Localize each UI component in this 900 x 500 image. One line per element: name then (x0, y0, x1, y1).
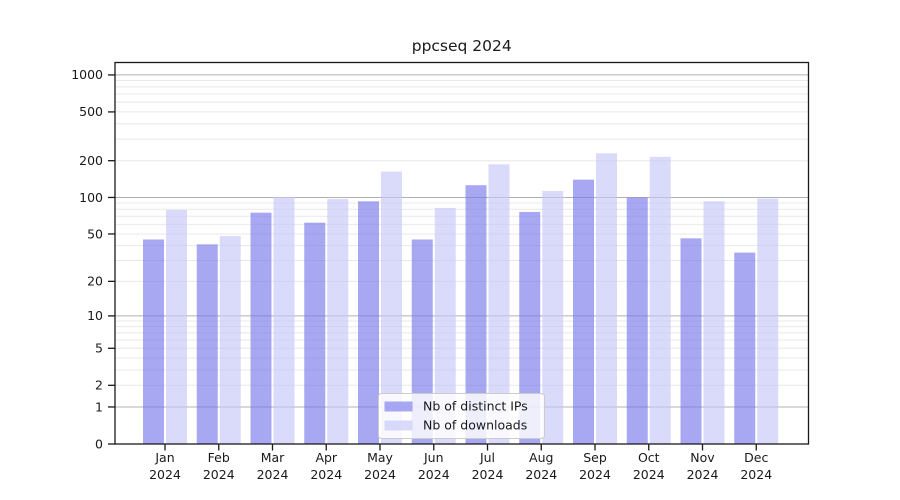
y-tick-label: 10 (87, 308, 103, 323)
x-tick-label-year: 2024 (149, 467, 181, 482)
bar-series (143, 153, 779, 445)
y-tick-label: 2 (95, 378, 103, 393)
x-tick-label-month: Nov (690, 450, 715, 465)
x-tick-label-month: Oct (638, 450, 660, 465)
x-tick-label-year: 2024 (579, 467, 611, 482)
bar-distinct-ips (196, 244, 218, 444)
x-tick-label-month: Sep (583, 450, 607, 465)
plot-border (114, 61, 810, 445)
x-tick-label-year: 2024 (203, 467, 235, 482)
legend-frame (378, 393, 545, 439)
bar-downloads (757, 198, 779, 444)
bar-distinct-ips (143, 239, 164, 444)
legend: Nb of distinct IPs Nb of downloads (378, 393, 545, 439)
y-tick-label: 0 (95, 436, 103, 451)
y-tick-label: 500 (79, 104, 103, 119)
legend-swatch-downloads-icon (384, 420, 413, 431)
y-tick-label: 200 (79, 153, 103, 168)
bar-distinct-ips (573, 179, 594, 444)
x-tick-label-month: Jun (423, 450, 444, 465)
x-tick-label-year: 2024 (418, 467, 450, 482)
legend-label-downloads: Nb of downloads (423, 418, 527, 433)
bar-distinct-ips (734, 252, 756, 444)
bar-distinct-ips (465, 185, 487, 445)
bar-downloads (434, 207, 456, 444)
x-tick-label-year: 2024 (364, 467, 396, 482)
x-tick-label-year: 2024 (687, 467, 719, 482)
x-tick-label-month: May (367, 450, 393, 465)
x-tick-label-month: Dec (744, 450, 768, 465)
legend-label-distinct-ips: Nb of distinct IPs (423, 399, 528, 414)
x-tick-label-month: Aug (529, 450, 553, 465)
x-axis: Jan 2024 Feb 2024 Mar 2024 Apr 2024 May 2024 Jun 20… (149, 444, 772, 482)
bar-downloads (488, 164, 510, 444)
bar-downloads (703, 201, 725, 444)
x-tick-label-month: Jul (479, 450, 495, 465)
legend-swatch-distinct-ips-icon (384, 401, 413, 412)
x-tick-label-year: 2024 (525, 467, 557, 482)
chart-title: ppcseq 2024 (412, 37, 512, 55)
x-tick-label-month: Jan (154, 450, 174, 465)
x-tick-label-year: 2024 (310, 467, 342, 482)
x-tick-label-month: Apr (315, 450, 337, 465)
bar-downloads (596, 153, 617, 444)
bar-distinct-ips (358, 201, 379, 444)
x-tick-label-year: 2024 (472, 467, 504, 482)
bar-distinct-ips (519, 211, 541, 444)
x-tick-label-month: Mar (261, 450, 285, 465)
y-tick-label: 100 (79, 190, 103, 205)
x-tick-label-month: Feb (208, 450, 230, 465)
x-tick-label-year: 2024 (740, 467, 772, 482)
bar-downloads (649, 156, 671, 444)
y-tick-label: 1 (95, 399, 103, 414)
bar-downloads (219, 236, 241, 444)
y-tick-label: 50 (87, 226, 103, 241)
x-tick-label-year: 2024 (633, 467, 665, 482)
bar-downloads (273, 196, 295, 444)
bar-downloads (381, 171, 402, 445)
bar-distinct-ips (680, 238, 702, 444)
y-tick-label: 5 (95, 341, 103, 356)
bar-distinct-ips (626, 197, 648, 444)
x-tick-label-year: 2024 (257, 467, 289, 482)
bar-distinct-ips (304, 222, 326, 444)
bar-downloads (542, 190, 564, 444)
bar-distinct-ips (411, 239, 433, 444)
y-tick-label: 1000 (71, 67, 103, 82)
bar-downloads (327, 199, 349, 444)
bar-distinct-ips (250, 212, 272, 444)
bar-downloads (166, 209, 187, 444)
y-tick-label: 20 (87, 274, 103, 289)
